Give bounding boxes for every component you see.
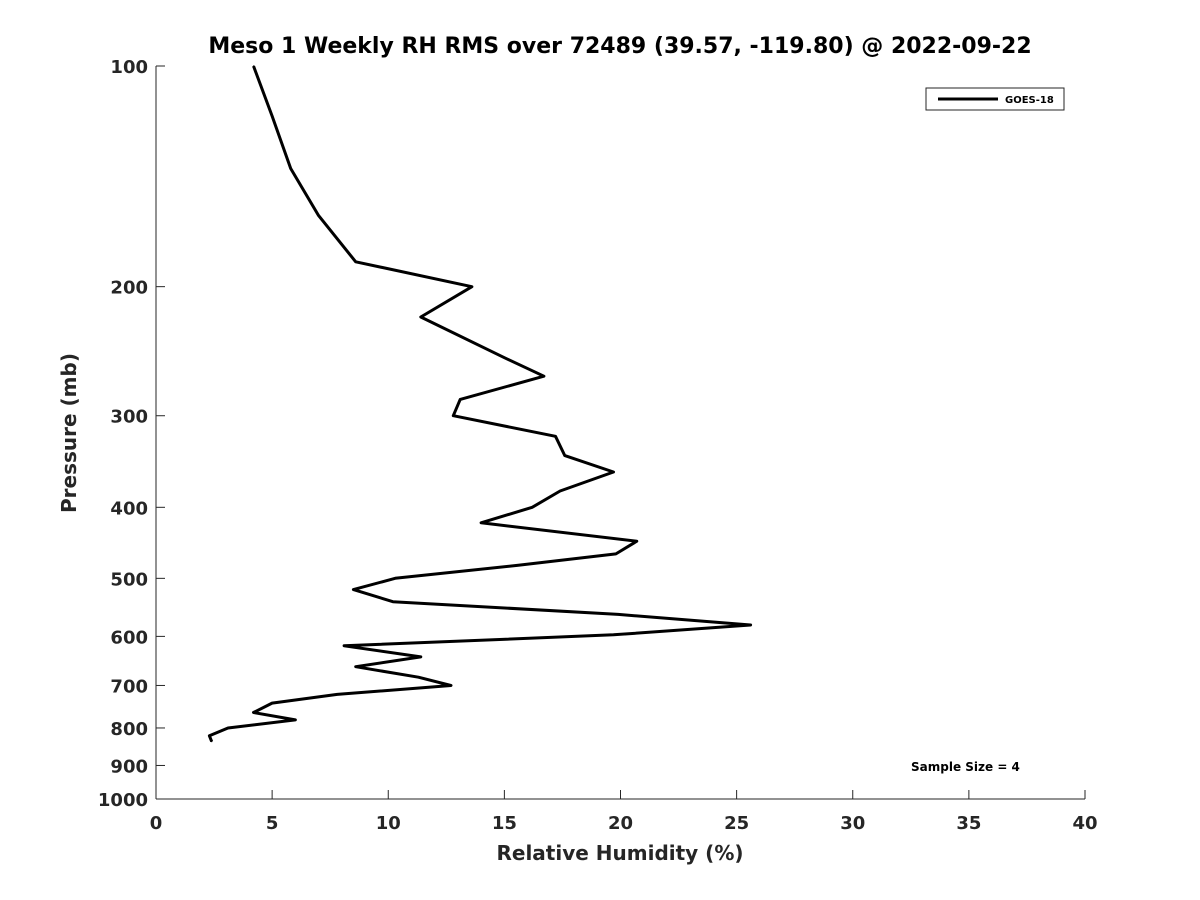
data-point (252, 65, 255, 67)
x-tick-label: 25 (724, 813, 749, 834)
data-point (612, 634, 615, 636)
x-tick-label: 10 (376, 813, 401, 834)
series-line-goes-18 (207, 65, 753, 743)
data-point (452, 415, 454, 417)
y-tick-label: 1000 (98, 790, 148, 811)
y-tick-label: 800 (110, 719, 148, 740)
data-point (271, 702, 273, 704)
x-tick-label: 35 (956, 813, 981, 834)
data-point (615, 553, 617, 555)
data-point (420, 656, 422, 658)
x-tick-label: 0 (150, 813, 163, 834)
y-tick-label: 700 (110, 676, 148, 697)
x-tick-label: 30 (840, 813, 865, 834)
data-point (559, 490, 561, 492)
data-point (317, 215, 320, 217)
x-tick-label: 15 (492, 813, 517, 834)
data-point (617, 613, 619, 616)
data-point (352, 589, 355, 591)
y-tick-label: 300 (110, 407, 148, 428)
data-point (543, 375, 545, 377)
legend-label-goes-18: GOES-18 (1005, 95, 1054, 106)
data-point (517, 564, 519, 566)
y-tick-label: 500 (110, 569, 148, 590)
x-axis-label: Relative Humidity (%) (496, 841, 743, 865)
data-point (749, 624, 752, 626)
chart-title: Meso 1 Weekly RH RMS over 72489 (39.57, … (208, 34, 1031, 59)
data-point (208, 735, 211, 737)
x-tick-label: 20 (608, 813, 633, 834)
data-point (392, 601, 394, 603)
data-point (355, 261, 357, 263)
sample-size-annotation: Sample Size = 4 (911, 760, 1020, 774)
data-point (211, 740, 213, 743)
data-point (612, 471, 615, 473)
y-tick-label: 600 (110, 627, 148, 648)
x-tick-label: 40 (1072, 813, 1097, 834)
data-point (531, 506, 533, 508)
data-point (459, 398, 461, 401)
y-tick-label: 100 (110, 57, 148, 78)
x-tick-label: 5 (266, 813, 279, 834)
data-point (480, 522, 482, 524)
data-point (252, 711, 255, 714)
data-point (554, 435, 557, 437)
data-point (336, 693, 338, 696)
data-point (471, 286, 473, 288)
data-point (355, 666, 357, 668)
series-lines (207, 65, 753, 743)
data-point (564, 454, 566, 457)
y-tick-label: 200 (110, 278, 148, 299)
y-axis-label: Pressure (mb) (57, 353, 81, 513)
axis-ticks: 0 5 10 15 20 25 30 35 40 100 200 300 400 500 600 700 800… (98, 57, 1098, 834)
data-point (271, 115, 273, 117)
data-point (227, 727, 229, 729)
legend: GOES-18 (925, 87, 1065, 111)
data-point (503, 357, 505, 359)
y-tick-label: 900 (110, 756, 148, 777)
data-point (417, 676, 420, 678)
data-point (450, 684, 452, 687)
y-tick-label: 400 (110, 498, 148, 519)
data-point (290, 167, 292, 170)
data-point (343, 645, 345, 647)
data-point (636, 540, 638, 542)
data-point (420, 316, 422, 318)
data-point (394, 577, 396, 579)
data-point (294, 719, 296, 721)
